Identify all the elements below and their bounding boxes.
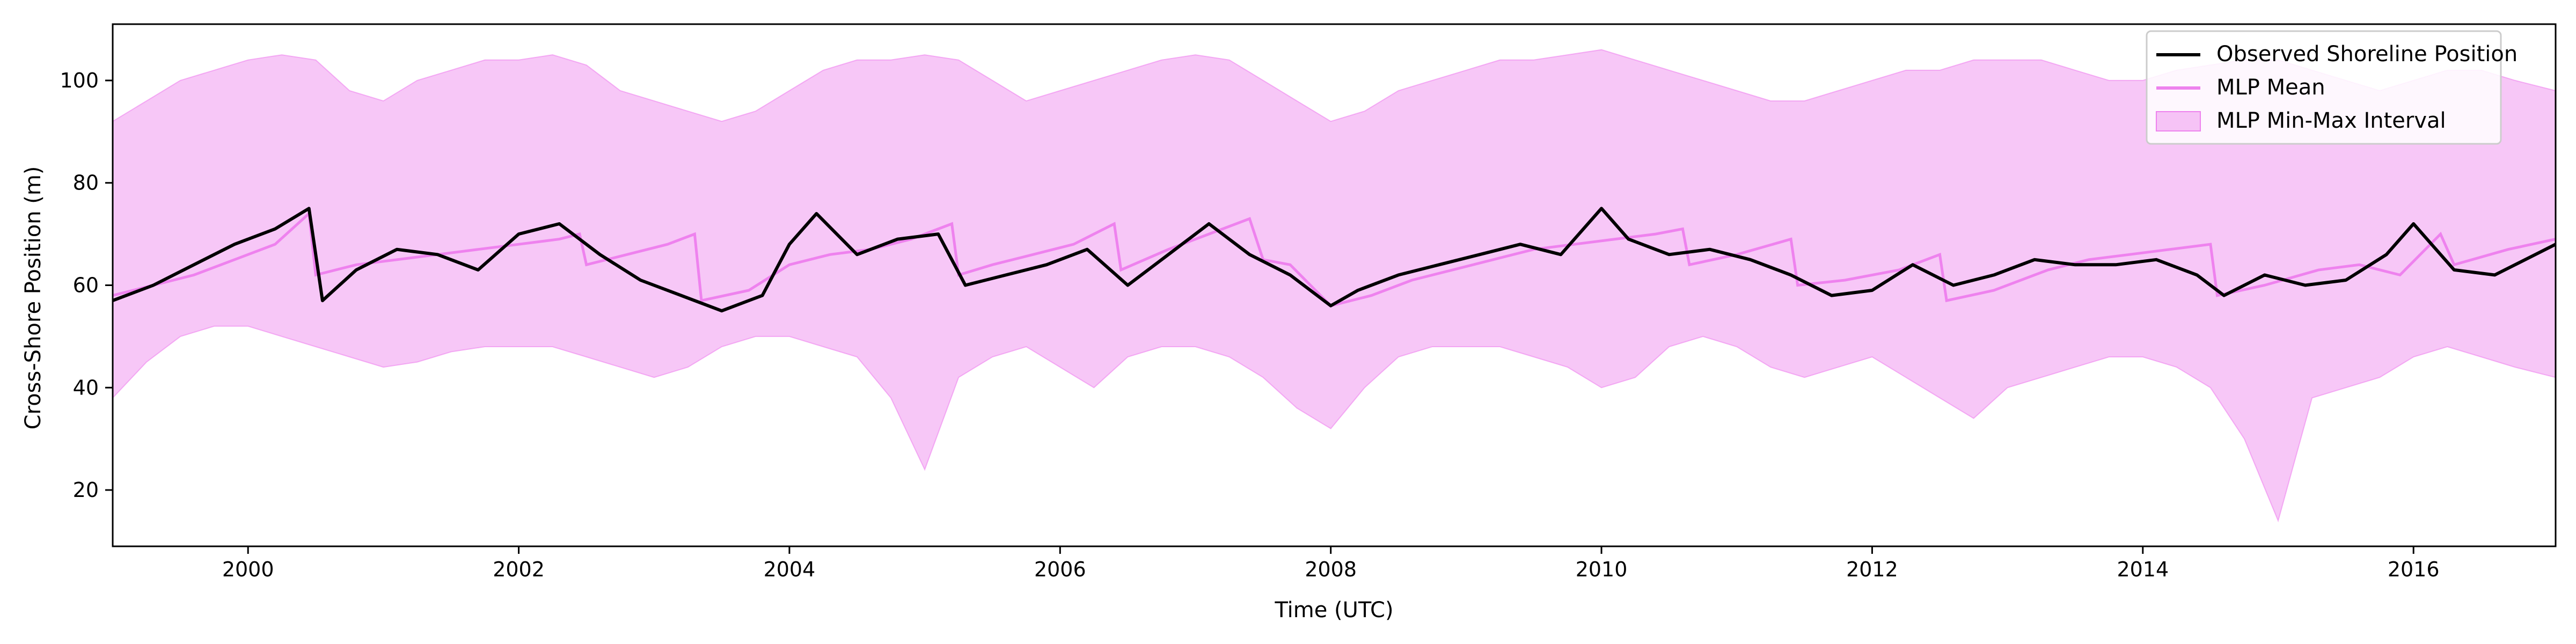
y-tick-label: 20 (73, 478, 99, 502)
x-tick-label: 2002 (493, 558, 545, 581)
axes: 2000 2002 2004 2006 2008 2010 2012 2014 2016 20 40… (60, 23, 2557, 581)
x-tick-label: 2000 (222, 558, 274, 581)
y-tick-label: 60 (73, 274, 99, 297)
series-line-observed (112, 207, 2557, 313)
legend-label-observed: Observed Shoreline Position (2216, 42, 2518, 67)
legend-box (2146, 30, 2502, 145)
legend-label-mean: MLP Mean (2216, 75, 2325, 100)
y-tick-label: 40 (73, 376, 99, 399)
y-tick-label: 80 (73, 171, 99, 195)
x-tick-label: 2014 (2117, 558, 2169, 581)
x-tick-label: 2012 (1846, 558, 1898, 581)
legend-label-interval: MLP Min-Max Interval (2216, 108, 2446, 133)
legend: Observed Shoreline Position MLP Mean MLP… (2146, 30, 2518, 145)
x-tick-label: 2016 (2388, 558, 2440, 581)
y-axis-label: Cross-Shore Position (m) (21, 166, 46, 430)
legend-swatch-interval (2156, 111, 2201, 131)
x-tick-label: 2006 (1034, 558, 1086, 581)
x-axis-label: Time (UTC) (1274, 598, 1393, 623)
x-tick-label: 2008 (1305, 558, 1357, 581)
y-tick-label: 100 (60, 69, 99, 92)
x-tick-label: 2010 (1576, 558, 1628, 581)
x-tick-label: 2004 (764, 558, 816, 581)
